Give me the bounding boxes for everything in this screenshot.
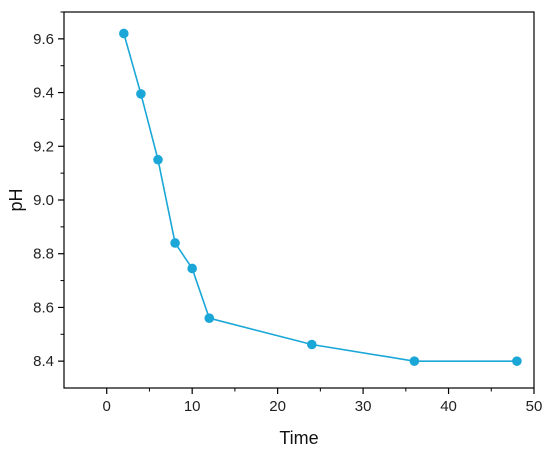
series-line — [123, 33, 517, 362]
data-point — [119, 28, 129, 39]
data-point — [153, 154, 163, 165]
y-tick-label: 8.6 — [33, 299, 54, 316]
x-axis-title: Time — [279, 428, 318, 448]
x-tick-label: 30 — [355, 398, 372, 415]
x-tick-label: 0 — [103, 398, 111, 415]
data-point — [187, 263, 197, 274]
y-tick-label: 9.6 — [33, 31, 54, 48]
y-tick-label: 9.2 — [33, 138, 54, 155]
x-tick-label: 40 — [440, 398, 457, 415]
data-point — [409, 356, 420, 366]
x-tick-label: 10 — [184, 398, 201, 415]
y-tick-label: 8.4 — [33, 353, 54, 370]
data-points — [119, 28, 522, 366]
tick-layer: 0 10 20 30 40 50 8.4 8.6 8.8 9.0 9.2 9.4 9.6 — [33, 11, 543, 415]
x-tick-label: 20 — [269, 398, 286, 415]
y-axis-title: pH — [6, 188, 26, 211]
data-point — [512, 356, 522, 366]
y-tick-label: 8.8 — [33, 246, 54, 263]
data-point — [136, 89, 146, 99]
data-point — [204, 313, 215, 323]
data-point — [307, 339, 317, 350]
y-tick-label: 9.4 — [33, 85, 54, 102]
data-point — [170, 238, 180, 248]
x-tick-label: 50 — [526, 398, 543, 415]
y-tick-label: 9.0 — [33, 192, 54, 209]
